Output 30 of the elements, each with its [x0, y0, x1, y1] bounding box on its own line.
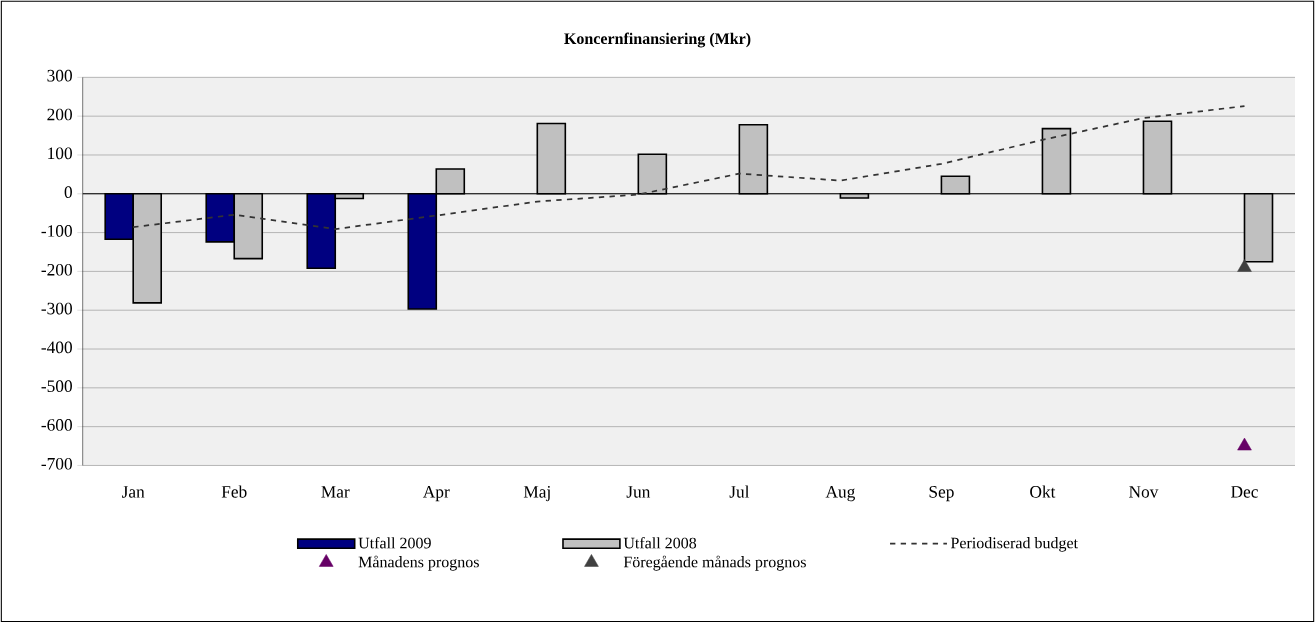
- line-series: [132, 105, 1246, 231]
- y-tick-label: 300: [47, 69, 72, 82]
- y-tick-label: -500: [41, 380, 72, 393]
- x-tick-label: Jan: [122, 486, 145, 498]
- y-tick-label: -100: [41, 225, 72, 237]
- x-tick-label: Dec: [1231, 486, 1258, 498]
- y-tick-label: -200: [41, 263, 72, 276]
- y-tick-label: 0: [64, 186, 72, 199]
- legend-label: Föregående månads prognos: [623, 555, 806, 571]
- x-tick-label: Feb: [221, 485, 247, 498]
- y-tick-label: -400: [41, 341, 72, 354]
- x-tick-label: Maj: [523, 486, 550, 502]
- y-tick-label: -600: [41, 419, 72, 431]
- y-tick-label: -300: [41, 302, 72, 315]
- x-tick-label: Okt: [1030, 485, 1056, 498]
- x-tick-label: Jul: [729, 485, 750, 498]
- chart-title: Koncernfinansiering (Mkr): [564, 32, 751, 48]
- x-tick-label: Aug: [825, 486, 855, 502]
- x-tick-label: Mar: [321, 486, 350, 498]
- y-tick-label: 100: [48, 147, 72, 160]
- x-tick-label: Jun: [626, 486, 651, 498]
- y-tick-label: -700: [41, 458, 72, 470]
- y-tick-label: 200: [47, 108, 72, 121]
- legend-label: Utfall 2008: [623, 537, 697, 549]
- legend-label: Periodiserad budget: [950, 537, 1078, 552]
- legend-label: Utfall 2009: [358, 537, 431, 549]
- x-tick-label: Apr: [422, 486, 450, 502]
- x-tick-label: Sep: [929, 486, 954, 502]
- x-tick-label: Nov: [1129, 486, 1159, 498]
- legend-label: Månadens prognos: [358, 555, 479, 571]
